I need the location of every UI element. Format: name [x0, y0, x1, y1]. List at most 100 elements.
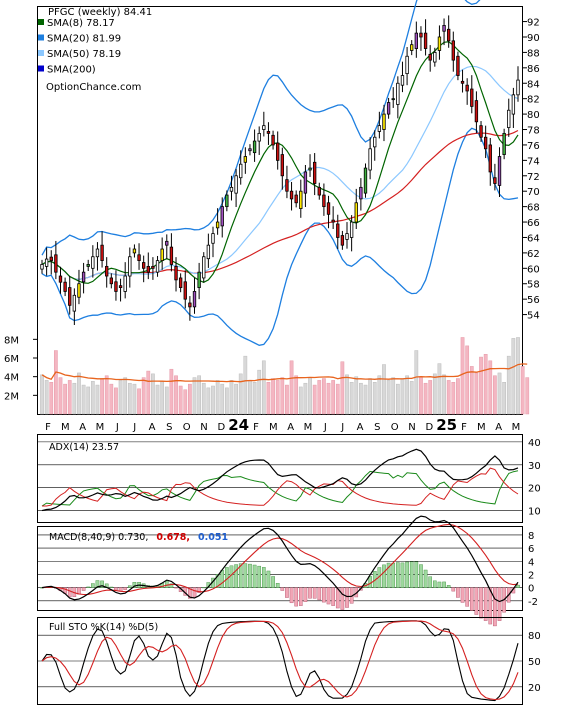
volume-bar [160, 381, 165, 415]
candle-body [396, 82, 400, 105]
candle-body [377, 125, 382, 132]
macd-histogram-bar [483, 587, 488, 621]
candle-body [225, 194, 229, 208]
candle-body [276, 142, 280, 161]
macd-histogram-bar [437, 581, 442, 588]
macd-histogram-bar [201, 587, 206, 589]
macd-histogram-bar [215, 573, 220, 588]
volume-bar [483, 354, 488, 415]
macd-histogram-bar [118, 587, 123, 592]
macd-histogram-bar [433, 580, 437, 588]
candle-body [142, 262, 146, 269]
plus-di-line [41, 470, 519, 507]
volume-tick-label: 2M [4, 391, 19, 402]
macd-histogram-bar [465, 587, 469, 607]
price-tick-label: 68 [527, 203, 540, 214]
volume-sma-line [41, 363, 528, 383]
x-axis-label: 25 [436, 416, 457, 434]
price-tick-label: 92 [527, 18, 540, 29]
macd-histogram-bar [479, 587, 483, 619]
candle-body [202, 256, 206, 279]
candle-body [289, 190, 294, 200]
candle-body [257, 132, 261, 142]
candle-body [470, 88, 474, 107]
volume-bar [451, 382, 456, 415]
macd-histogram-bar [382, 564, 386, 588]
macd-histogram-bar [405, 561, 409, 588]
candle-body [188, 302, 192, 308]
volume-bar [479, 356, 483, 415]
volume-bar [164, 386, 169, 415]
price-tick-label: 74 [527, 156, 540, 167]
volume-bars [40, 337, 530, 415]
watermark: OptionChance.com [46, 82, 141, 93]
volume-bar [446, 380, 451, 415]
volume-bar [432, 373, 437, 415]
candle-body [363, 167, 368, 194]
candle-body [437, 36, 442, 51]
x-axis-label: J [132, 422, 136, 433]
volume-bar [506, 355, 511, 415]
volume-bar [437, 363, 442, 415]
candle-body [72, 294, 77, 312]
candle-body [349, 221, 354, 238]
adx-line [41, 448, 519, 512]
volume-bar [77, 372, 81, 415]
volume-bar [192, 377, 197, 415]
x-axis-label: A [495, 422, 502, 433]
volume-bar [215, 380, 220, 415]
candle-body [447, 28, 451, 42]
volume-bar [359, 382, 363, 415]
volume-bar [372, 382, 377, 415]
candle-body [479, 125, 483, 138]
volume-tick-label: 8M [4, 335, 19, 346]
macd-histogram-bar [456, 587, 460, 598]
candle-body [382, 113, 386, 130]
x-axis-label: M [304, 422, 313, 433]
sto-d-line [41, 620, 519, 701]
volume-bar [266, 382, 271, 415]
candle-body [456, 55, 460, 76]
candle-body [137, 254, 141, 262]
candle-body [405, 55, 409, 75]
chart-title: PFGC (weekly) 84.41 [48, 7, 152, 18]
volume-bar [317, 380, 322, 415]
candle-body [345, 233, 349, 240]
macd-histogram-bar [308, 587, 312, 599]
legend-swatch [38, 65, 44, 72]
volume-bar [146, 370, 151, 415]
volume-bar [442, 374, 446, 415]
candle-body [123, 275, 127, 292]
volume-bar [104, 375, 109, 415]
macd-histogram-bar [280, 587, 285, 591]
macd-panel: -2 0 2 4 6 8 [38, 515, 538, 627]
volume-tick-label: 4M [4, 373, 19, 384]
candle-body [359, 186, 363, 200]
volume-bar [345, 374, 349, 415]
price-tick-label: 90 [527, 33, 540, 44]
volume-bar [405, 375, 409, 415]
volume-bar [243, 355, 248, 415]
macd-histogram-bar [331, 587, 335, 606]
volume-bar [137, 388, 141, 415]
volume-bar [58, 377, 63, 415]
candle-body [165, 240, 169, 246]
volume-bar [132, 383, 137, 415]
candle-body [419, 32, 423, 38]
volume-bar [238, 373, 243, 415]
macd-histogram-bar [229, 565, 234, 588]
candle-body [151, 265, 155, 269]
macd-histogram-bar [419, 564, 423, 588]
macd-histogram-bar [86, 586, 91, 588]
price-tick-label: 62 [527, 249, 540, 260]
adx-tick-label: 40 [528, 438, 541, 449]
candle-body [81, 271, 86, 283]
volume-bar [497, 372, 502, 415]
x-axis-label: M [269, 422, 278, 433]
volume-bar [377, 375, 382, 415]
volume-bar [275, 380, 280, 415]
x-axis-label: O [391, 422, 399, 433]
legend-item-label: SMA(50) 78.19 [47, 49, 121, 60]
volume-bar [395, 383, 400, 415]
candle-body [483, 136, 488, 150]
